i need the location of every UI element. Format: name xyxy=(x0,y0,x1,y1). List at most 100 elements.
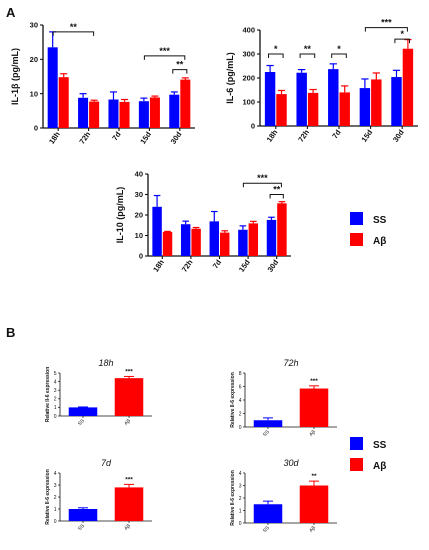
legends-layer: SS Aβ SS Aβ xyxy=(350,212,387,472)
y-tick-label: 2 xyxy=(54,495,57,501)
x-tick-label: SS xyxy=(262,429,271,438)
y-tick-label: 0 xyxy=(239,425,242,431)
chart-title: 72h xyxy=(283,358,298,368)
bar-ss xyxy=(108,99,119,128)
bar-ss xyxy=(266,219,277,256)
bar-ss xyxy=(180,224,191,256)
y-tick-label: 10 xyxy=(30,89,38,98)
legend-swatch-ss xyxy=(350,212,363,225)
significance-label: ** xyxy=(176,60,184,70)
y-tick-label: 400 xyxy=(242,26,255,35)
x-tick-label: 7d xyxy=(211,258,224,271)
x-tick-label: 18h xyxy=(47,130,62,146)
significance-label: * xyxy=(337,44,341,54)
x-tick-label: 30d xyxy=(266,258,281,274)
y-axis-label: Relative Il-6 expression xyxy=(230,372,236,428)
panel-a-letter: A xyxy=(6,5,16,20)
x-tick-label: 30d xyxy=(391,128,406,144)
y-tick-label: 20 xyxy=(135,211,143,220)
x-tick-label: 72h xyxy=(77,130,92,146)
x-tick-label: Aβ xyxy=(123,418,132,427)
x-tick-label: 18h xyxy=(151,258,166,274)
y-tick-label: 20 xyxy=(30,55,38,64)
significance-bracket xyxy=(364,27,408,32)
bar-ss xyxy=(238,229,248,256)
bar-ss xyxy=(78,97,89,128)
y-tick-label: 0 xyxy=(34,124,38,133)
bar-abeta xyxy=(89,101,100,128)
y-axis-label: IL-1β (pg/mL) xyxy=(10,48,20,105)
bar-abeta xyxy=(149,97,160,128)
y-tick-label: 3 xyxy=(239,483,242,489)
bar-ss xyxy=(296,72,307,126)
y-axis-label: Relative Il-6 expression xyxy=(45,367,51,423)
y-tick-label: 4 xyxy=(239,471,242,477)
bar-ss xyxy=(138,101,149,128)
x-tick-label: 72h xyxy=(180,258,195,274)
bar-abeta xyxy=(371,79,382,126)
bar-ss xyxy=(68,407,98,416)
legend-swatch-abeta xyxy=(350,458,363,471)
legend-swatch-abeta xyxy=(350,233,363,246)
legend: SS Aβ xyxy=(350,437,387,472)
significance-bracket xyxy=(331,53,347,58)
significance-label: *** xyxy=(159,46,170,56)
y-tick-label: 1 xyxy=(239,508,242,514)
y-tick-label: 200 xyxy=(242,74,255,83)
panel-b-letter: B xyxy=(6,325,15,340)
x-tick-label: 7d xyxy=(330,128,343,141)
y-tick-label: 0 xyxy=(239,521,242,527)
bar-ss xyxy=(68,509,98,521)
x-tick-label: SS xyxy=(77,418,86,427)
bar-abeta xyxy=(220,232,230,256)
bar-abeta xyxy=(114,487,144,521)
x-tick-label: Aβ xyxy=(123,523,132,532)
significance-label: *** xyxy=(310,378,318,385)
bar-ss xyxy=(328,69,339,126)
bar-abeta xyxy=(307,92,319,126)
bar-abeta xyxy=(58,77,69,128)
x-tick-label: SS xyxy=(262,525,271,534)
bar-ss xyxy=(47,47,58,128)
y-tick-label: 30 xyxy=(135,190,143,199)
significance-bracket xyxy=(269,194,284,199)
legend-swatch-ss xyxy=(350,437,363,450)
bar-abeta xyxy=(402,48,414,126)
legend-label: SS xyxy=(373,215,387,226)
y-tick-label: 0 xyxy=(54,414,57,420)
chart-title: 7d xyxy=(101,458,112,468)
significance-label: * xyxy=(274,44,278,54)
significance-label: ** xyxy=(273,185,281,195)
bar-abeta xyxy=(277,203,287,256)
y-tick-label: 2 xyxy=(239,411,242,417)
significance-label: ** xyxy=(70,22,78,32)
y-tick-label: 0 xyxy=(251,122,255,131)
legend-label: Aβ xyxy=(373,236,386,247)
bar-abeta xyxy=(339,92,350,126)
y-axis-label: Relative Il-6 expression xyxy=(45,469,51,525)
y-tick-label: 30 xyxy=(30,21,38,30)
y-tick-label: 300 xyxy=(242,50,255,59)
chart-title: 18h xyxy=(98,358,113,368)
y-tick-label: 3 xyxy=(54,388,57,394)
y-tick-label: 3 xyxy=(54,483,57,489)
y-tick-label: 100 xyxy=(242,98,255,107)
significance-label: * xyxy=(400,29,404,39)
bar-ss xyxy=(359,88,371,126)
x-tick-label: 18h xyxy=(265,128,280,144)
y-tick-label: 10 xyxy=(135,231,143,240)
bar-abeta xyxy=(162,232,173,256)
y-tick-label: 8 xyxy=(239,371,242,377)
y-tick-label: 2 xyxy=(54,397,57,403)
significance-label: *** xyxy=(125,368,133,375)
chart-title: 30d xyxy=(283,458,299,468)
x-tick-label: 15d xyxy=(359,128,374,144)
significance-bracket xyxy=(242,182,282,188)
y-tick-label: 4 xyxy=(239,398,242,404)
